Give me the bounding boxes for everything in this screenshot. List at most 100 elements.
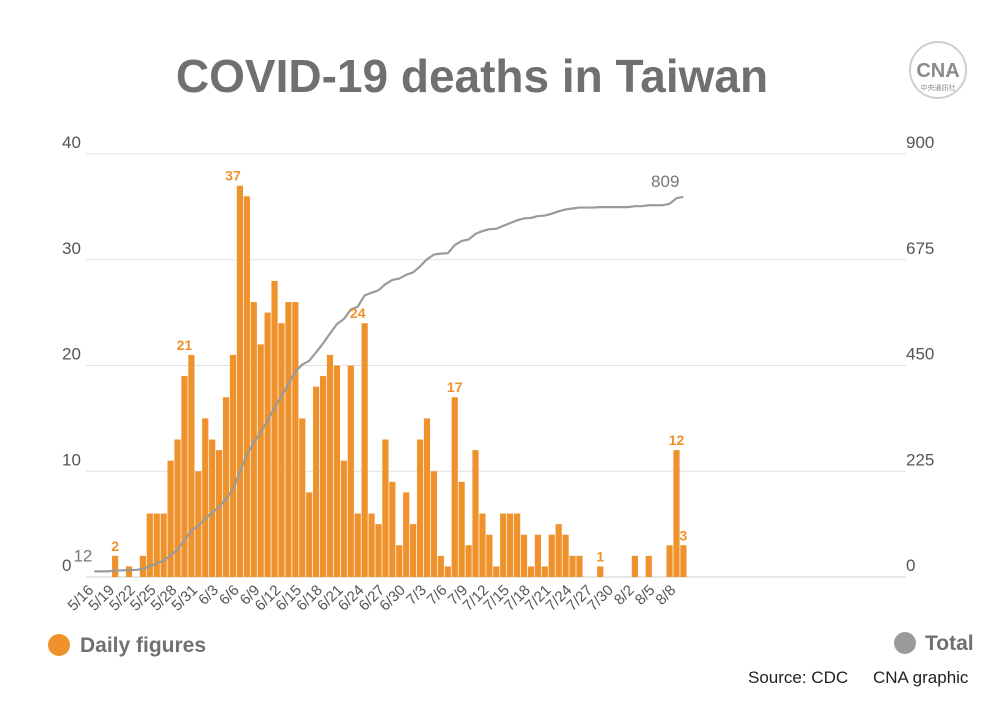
x-tick-label: 8/8 [653, 582, 680, 609]
y-left-tick-label: 0 [62, 556, 71, 575]
total-label: 809 [651, 172, 679, 191]
data-labels: 2 21 37 24 17 1 12 3 12 809 [73, 168, 687, 566]
bar [222, 397, 230, 577]
bar [527, 566, 535, 577]
bar [195, 471, 202, 577]
bar [500, 513, 507, 577]
chart-title: COVID-19 deaths in Taiwan [176, 50, 768, 102]
bar [410, 524, 417, 578]
daily-label: 3 [680, 527, 688, 543]
bar [520, 534, 528, 577]
legend-total-label: Total [925, 632, 974, 655]
bar [174, 439, 181, 577]
bar [243, 196, 250, 578]
bar [361, 323, 368, 577]
bar [493, 566, 500, 577]
bar [160, 513, 167, 577]
bar [278, 323, 285, 577]
bar [534, 534, 541, 577]
y-right-tick-label: 675 [906, 239, 934, 258]
bar [597, 566, 604, 577]
daily-label: 2 [111, 538, 119, 554]
daily-label: 12 [669, 432, 685, 448]
bar [250, 302, 257, 577]
bar [326, 354, 334, 577]
y-left-tick-label: 10 [62, 450, 81, 469]
y-left-tick-label: 20 [62, 345, 81, 364]
y-axis-left: 0 10 20 30 40 [62, 133, 81, 575]
bar [514, 513, 521, 577]
bar [333, 365, 341, 577]
total-line-group [94, 195, 684, 573]
credit-text: CNA graphic [873, 668, 969, 687]
bar [437, 555, 444, 577]
bar [139, 555, 146, 577]
daily-label: 37 [225, 168, 241, 184]
y-right-tick-label: 900 [906, 133, 934, 152]
bar [382, 439, 389, 577]
bar [465, 545, 472, 577]
daily-label: 21 [177, 337, 193, 353]
daily-label: 17 [447, 379, 463, 395]
bar [631, 555, 638, 577]
bar [562, 534, 569, 577]
bar [112, 555, 119, 577]
bar [451, 397, 458, 577]
gridlines [86, 153, 906, 578]
bar [680, 545, 687, 577]
logo-ring-icon [909, 41, 967, 99]
bar [236, 185, 243, 577]
legend: Daily figures Total [48, 632, 974, 657]
bar [430, 471, 438, 577]
bar [313, 386, 320, 577]
bar [340, 460, 347, 577]
bar [486, 534, 493, 577]
bar [416, 439, 424, 577]
total-line [94, 195, 684, 573]
bar [576, 555, 583, 577]
bar [188, 354, 195, 577]
logo-text: CNA [916, 60, 959, 82]
daily-label: 1 [596, 548, 604, 564]
bar [423, 418, 431, 578]
bar [209, 439, 216, 577]
bar [153, 513, 160, 577]
bar [444, 566, 451, 577]
bar [167, 460, 174, 577]
bar [347, 365, 354, 577]
y-right-tick-label: 225 [906, 450, 934, 469]
bar [375, 524, 382, 578]
y-left-tick-label: 30 [62, 239, 81, 258]
bar [389, 481, 396, 577]
bar [541, 566, 548, 577]
bar [292, 302, 299, 577]
bar [299, 418, 306, 578]
daily-label: 24 [350, 305, 366, 321]
bar [569, 555, 576, 577]
bar [125, 566, 133, 577]
bar [472, 450, 479, 577]
bar [257, 344, 264, 577]
bar [264, 312, 271, 578]
bar [403, 492, 410, 577]
y-left-tick-label: 40 [62, 133, 81, 152]
bar [202, 418, 209, 578]
legend-daily-label: Daily figures [80, 634, 206, 657]
bar [645, 555, 652, 577]
bar [319, 376, 327, 577]
bar [458, 481, 465, 577]
bar [354, 513, 361, 577]
bar [479, 513, 486, 577]
bar [285, 302, 292, 577]
bar [146, 513, 153, 577]
bar [306, 492, 313, 577]
bar [229, 354, 237, 577]
daily-bars [112, 185, 687, 578]
cna-logo: CNA 中央通訊社 [909, 41, 967, 99]
legend-daily-marker-icon [48, 634, 70, 656]
bar [181, 376, 188, 577]
bar [368, 513, 375, 577]
bar [216, 450, 223, 577]
bar [271, 280, 278, 577]
